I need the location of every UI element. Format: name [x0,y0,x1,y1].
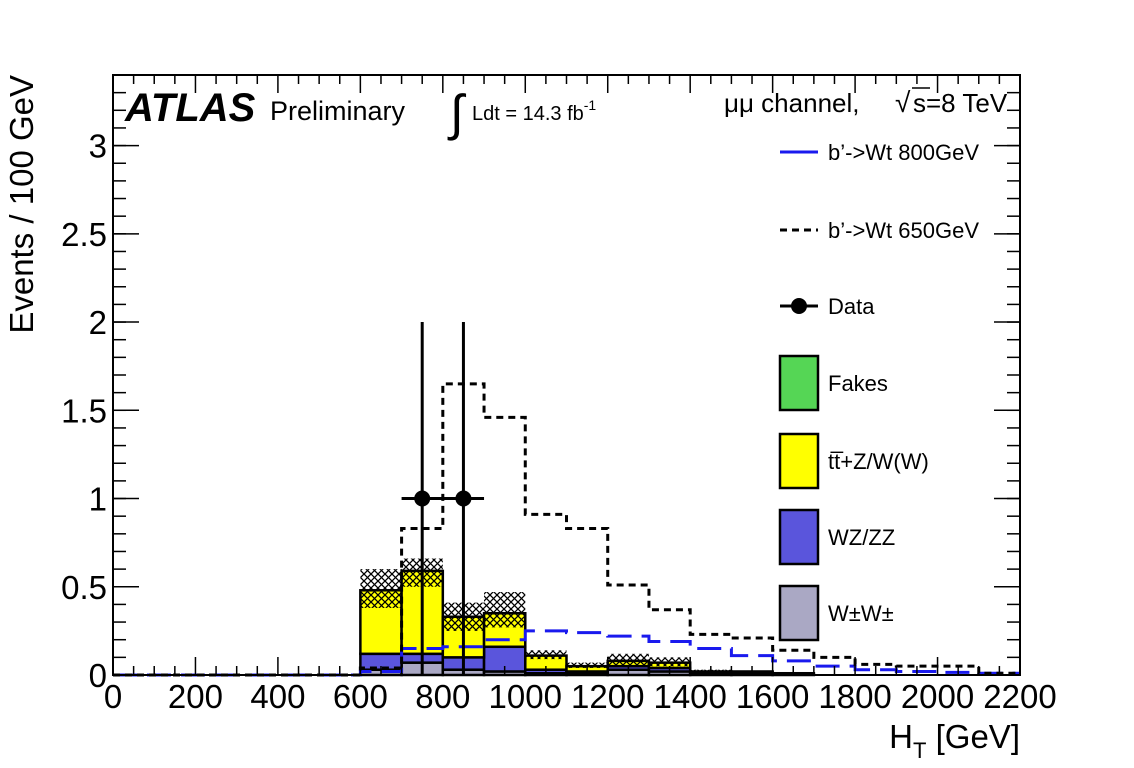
y-tick-label: 0.5 [61,569,107,606]
y-tick-label: 1.5 [61,392,107,429]
legend-label: tt̅+Z/W(W) [828,449,929,474]
legend-label: Data [828,294,875,319]
y-tick-label: 2 [89,304,107,341]
legend-label: W±W± [828,601,894,626]
legend-swatch-box [778,508,820,566]
integral-symbol: ∫ [447,85,467,141]
legend-label: b’->Wt 800GeV [828,140,979,165]
legend-swatch-data-marker [791,298,807,314]
x-tick-label: 800 [415,678,470,715]
legend: b’->Wt 800GeV b’->Wt 650GeV Data Fakes tt̅+Z… [778,140,979,642]
preliminary-label: Preliminary [270,96,406,126]
x-tick-label: 2000 [901,678,974,715]
y-tick-label: 1 [89,481,107,518]
legend-label: WZ/ZZ [828,525,895,550]
y-tick-label: 3 [89,128,107,165]
axis-ticks: 0 200 400 600 800 1000 1200 1400 1600 1800 2000 220… [61,75,1057,715]
x-tick-label: 1400 [653,678,726,715]
channel-label: μμ channel, [724,88,859,118]
y-axis-title: Events / 100 GeV [3,75,40,334]
legend-label: Fakes [828,371,888,396]
x-tick-label: 2200 [983,678,1056,715]
x-tick-label: 400 [250,678,305,715]
luminosity-label: Ldt = 14.3 fb-1 [472,97,596,125]
legend-label: b’->Wt 650GeV [828,218,979,243]
uncertainty-band-bin13 [648,657,691,667]
uncertainty-band-bin9 [484,592,526,628]
x-tick-label: 600 [333,678,388,715]
y-tick-label: 2.5 [61,216,107,253]
legend-swatch-box [778,432,820,490]
uncertainty-band-bin11 [566,662,608,668]
uncertainty-band-bin12 [607,653,649,667]
data-point-1 [455,490,472,507]
data-point-0 [414,490,431,507]
x-tick-label: 1200 [571,678,644,715]
uncertainty-band-bin6 [360,569,402,608]
energy-label: s=8 TeV [913,88,1008,118]
sqrt-symbol: √ [895,87,911,118]
x-tick-label: 1000 [489,678,562,715]
x-tick-label: 200 [168,678,223,715]
legend-swatch-box [778,584,820,642]
uncertainty-band-bin10 [525,650,567,660]
x-tick-label: 1800 [818,678,891,715]
x-axis-title: HT [GeV] [889,718,1020,763]
x-tick-label: 0 [104,678,122,715]
data-points [401,322,485,675]
atlas-label: ATLAS [124,86,256,130]
y-tick-label: 0 [89,657,107,694]
x-tick-label: 1600 [736,678,809,715]
legend-swatch-box [778,354,820,412]
